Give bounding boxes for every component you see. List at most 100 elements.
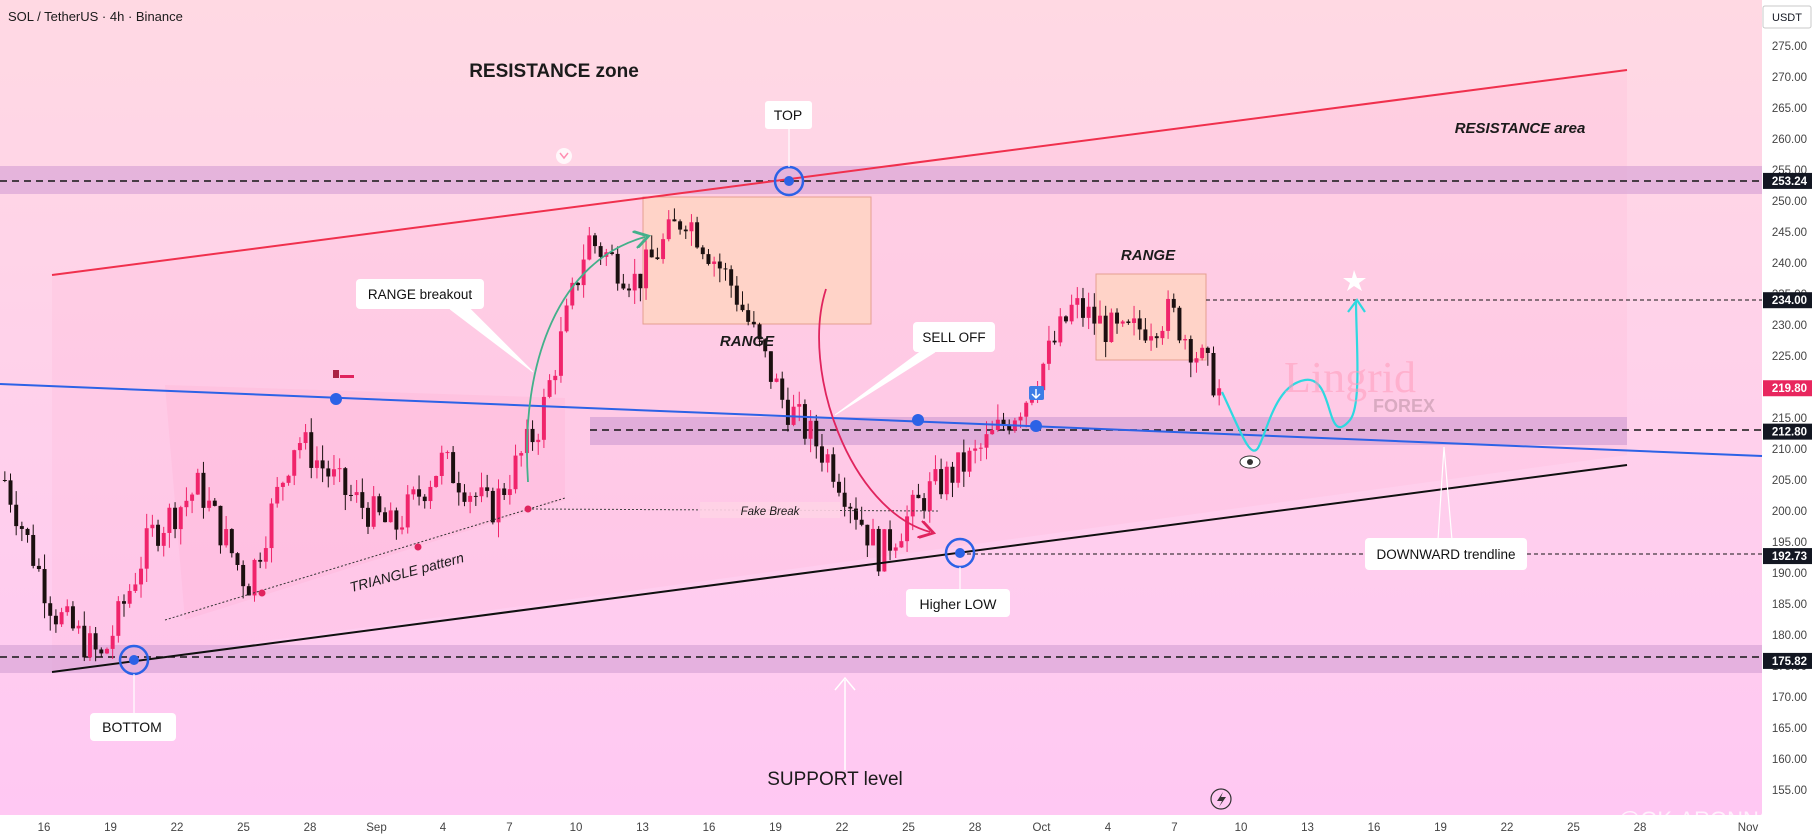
range-breakout-label: RANGE breakout xyxy=(368,287,473,302)
candle-body xyxy=(104,648,109,654)
candle-body xyxy=(1029,397,1034,403)
candle-body xyxy=(122,601,126,604)
candle-body xyxy=(178,507,183,530)
time-tick-label: 4 xyxy=(440,822,447,834)
time-tick-label: 13 xyxy=(636,822,649,834)
price-badge xyxy=(1763,292,1812,309)
time-tick-label: 25 xyxy=(902,822,915,834)
triangle-touch-2 xyxy=(414,543,422,551)
candle-body xyxy=(31,534,36,566)
candle-body xyxy=(445,452,450,454)
candle-body xyxy=(201,472,206,508)
higher-low-dot xyxy=(955,548,965,558)
support-trendline xyxy=(51,464,1628,673)
time-tick-label: 16 xyxy=(38,822,51,834)
candle-body xyxy=(922,498,927,511)
candle-body xyxy=(366,507,370,527)
price-badge-label: 253.24 xyxy=(1772,176,1808,188)
candle-body xyxy=(513,455,518,490)
sell-off-box xyxy=(913,322,995,352)
candle-body xyxy=(746,310,751,322)
candle-body xyxy=(644,249,649,289)
candle-body xyxy=(978,447,983,449)
candle-body xyxy=(110,635,115,649)
price-badge-label: 234.00 xyxy=(1772,295,1807,307)
candle-body xyxy=(8,480,13,505)
candle-body xyxy=(354,492,359,496)
candle-body xyxy=(751,321,756,325)
candle-body xyxy=(297,443,302,451)
downward-trendline xyxy=(0,383,1763,457)
watermark-main: Lingrid xyxy=(1284,353,1416,402)
candle-body xyxy=(1046,340,1051,364)
candle-body xyxy=(1120,321,1125,324)
candle-body xyxy=(462,492,467,502)
price-axis-panel xyxy=(1762,0,1815,840)
candle-body xyxy=(814,420,819,447)
candle-body xyxy=(19,526,24,529)
candle-body xyxy=(377,496,382,513)
candle-body xyxy=(547,380,552,397)
trendline-touch-2 xyxy=(912,414,924,426)
candle-body xyxy=(927,481,932,511)
time-tick-label: 28 xyxy=(1634,822,1647,834)
candle-body xyxy=(1115,312,1120,324)
candle-body xyxy=(70,606,75,629)
candle-body xyxy=(1075,298,1080,305)
resistance-band xyxy=(0,166,1762,194)
price-tick-label: 225.00 xyxy=(1772,351,1807,363)
candle-body xyxy=(1052,340,1057,343)
candle-body xyxy=(496,488,501,523)
price-badge xyxy=(1763,548,1812,565)
candle-body xyxy=(411,489,416,495)
time-tick-label: 19 xyxy=(769,822,782,834)
currency-box[interactable] xyxy=(1762,5,1812,29)
projection-arrowhead xyxy=(1347,298,1366,313)
candle-body xyxy=(587,235,592,260)
candle-body xyxy=(388,510,393,523)
candle-body xyxy=(473,495,478,497)
candle-body xyxy=(871,528,876,546)
candle-body xyxy=(394,510,399,530)
down-arrow-badge-icon xyxy=(1029,386,1044,400)
candle-body xyxy=(1194,358,1199,363)
triangle-touch-3 xyxy=(524,505,532,513)
candle-body xyxy=(224,529,229,546)
candle-body xyxy=(1188,339,1193,363)
candle-body xyxy=(286,475,291,483)
candle-body xyxy=(167,507,172,533)
price-tick-label: 195.00 xyxy=(1772,537,1807,549)
top-label: TOP xyxy=(774,107,803,123)
resistance-zone-label: RESISTANCE zone xyxy=(469,61,639,82)
candle-body xyxy=(173,507,178,530)
candle-body xyxy=(1132,318,1137,323)
candle-body xyxy=(1092,306,1097,324)
price-badge xyxy=(1763,380,1812,397)
resistance-trendline xyxy=(51,69,1628,276)
candle-body xyxy=(763,339,768,352)
candle-body xyxy=(888,529,893,551)
candle-body xyxy=(116,601,121,636)
candle-body xyxy=(854,508,858,520)
candle-body xyxy=(598,246,603,257)
breakout-arrow xyxy=(526,237,645,483)
candle-body xyxy=(343,468,348,495)
candle-body xyxy=(93,633,98,650)
candle-body xyxy=(1086,306,1091,318)
candle-body xyxy=(706,254,711,264)
candle-body xyxy=(1137,318,1142,330)
candle-body xyxy=(734,285,739,305)
downward-trendline-label: DOWNWARD trendline xyxy=(1376,547,1515,562)
candle-body xyxy=(1018,416,1023,421)
fake-break-line xyxy=(527,508,941,512)
candle-body xyxy=(428,486,433,502)
hammer-icon xyxy=(333,370,354,378)
candle-body xyxy=(615,253,620,284)
candle-body xyxy=(1217,388,1222,396)
candle-body xyxy=(984,434,989,448)
candle-body xyxy=(1001,419,1006,426)
candle-body xyxy=(212,500,217,506)
higher-low-box xyxy=(906,589,1010,617)
range-label-1: RANGE xyxy=(720,333,775,350)
